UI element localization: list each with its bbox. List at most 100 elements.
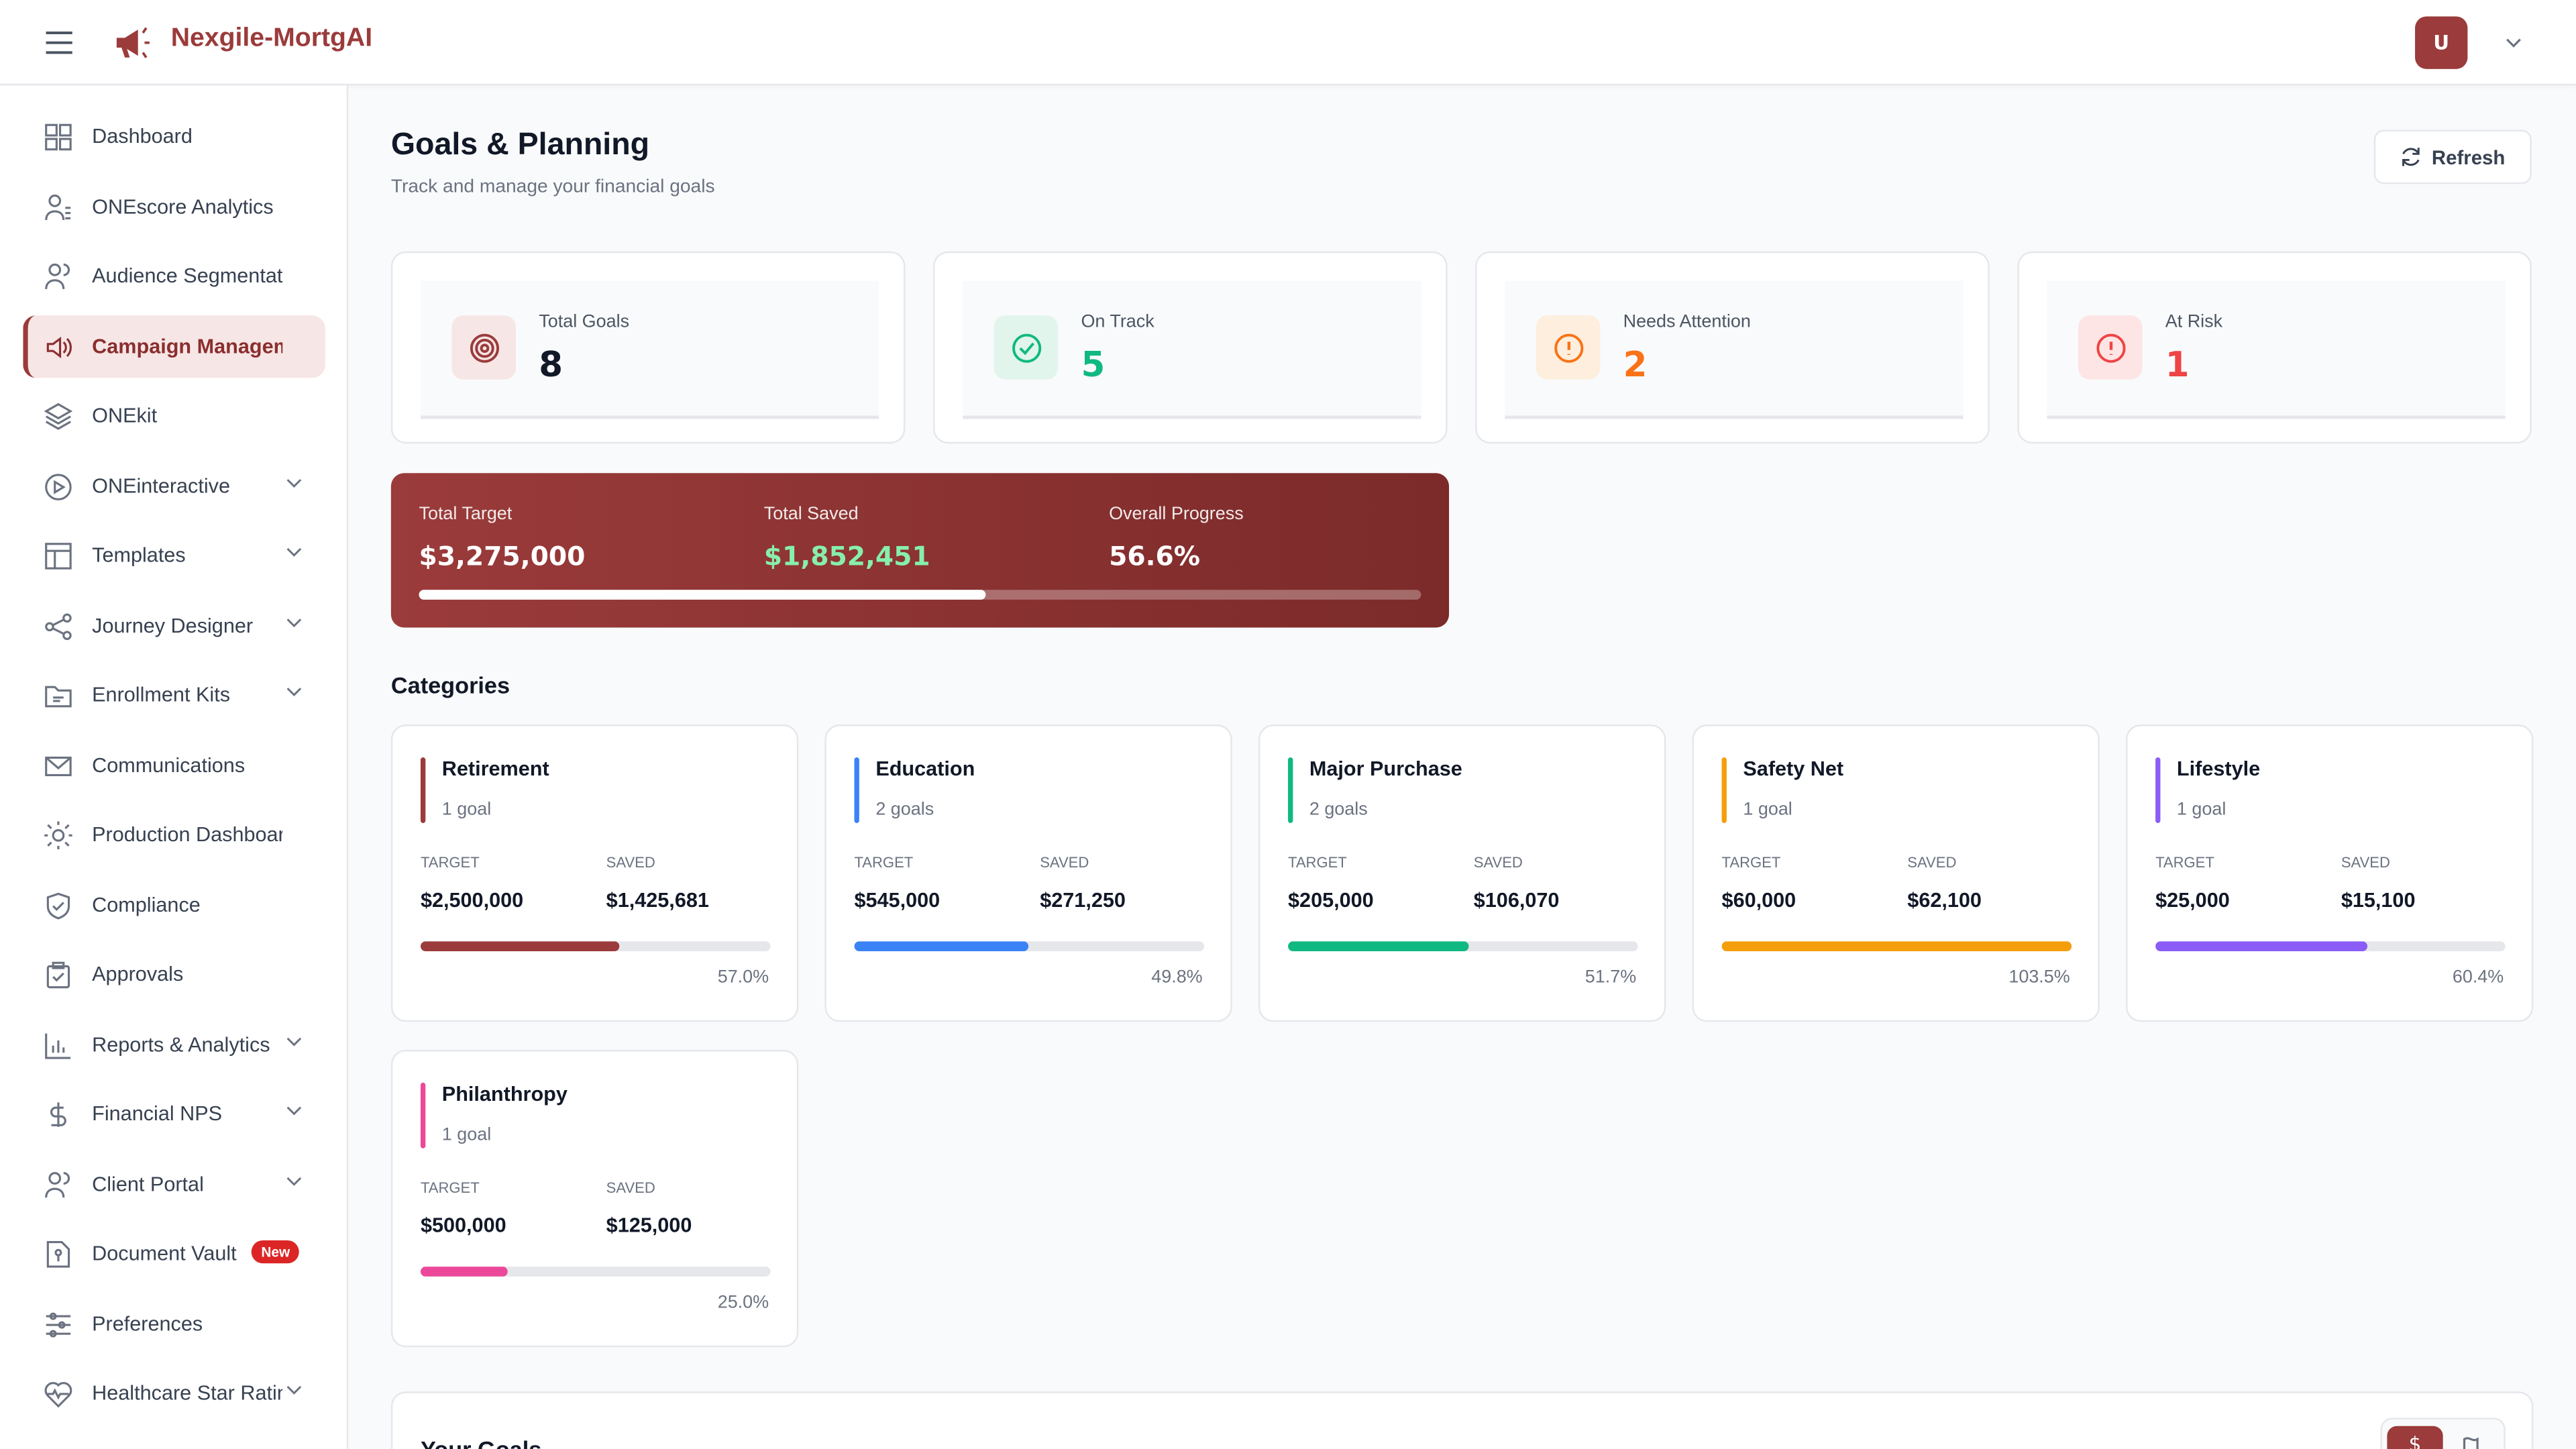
category-card-lifestyle[interactable]: Lifestyle 1 goal TARGET SAVED $25,000 $15,100… [2126, 724, 2534, 1022]
sidebar-item-label: Healthcare Star Ratings [92, 1381, 282, 1405]
mail-icon [45, 755, 72, 775]
stat-value: 1 [2165, 345, 2190, 385]
stat-icon-box [1536, 315, 1601, 380]
category-progress-fill [420, 941, 621, 951]
category-goal-count: 1 goal [441, 1125, 492, 1145]
stat-icon-box [2078, 315, 2143, 380]
flag-icon[interactable] [2461, 1436, 2481, 1449]
sidebar-item-document-vault[interactable]: Document Vault New [23, 1222, 325, 1285]
sidebar-item-preferences[interactable]: Preferences [23, 1292, 325, 1354]
chevron-down-icon[interactable] [286, 685, 302, 698]
category-progress-bar [854, 941, 1205, 951]
category-goal-count: 1 goal [1743, 800, 1792, 820]
app-title[interactable]: Nexgile-MortgAI [170, 24, 373, 53]
folder-icon [45, 686, 72, 708]
sidebar-item-healthcare-star-ratings[interactable]: Healthcare Star Ratings [23, 1362, 325, 1424]
saved-label: SAVED [1040, 854, 1089, 871]
grid-icon [45, 123, 72, 151]
sidebar-item-enrollment-kits[interactable]: Enrollment Kits [23, 663, 325, 726]
chevron-down-icon[interactable] [286, 1034, 302, 1048]
chevron-down-icon[interactable] [286, 615, 302, 629]
target-label: TARGET [420, 854, 480, 871]
category-color-bar [1288, 757, 1293, 823]
category-progress-bar [420, 1267, 771, 1277]
target-value: $25,000 [2155, 888, 2230, 912]
category-progress-bar [420, 941, 771, 951]
saved-label: SAVED [606, 1179, 655, 1196]
sidebar-item-reports-analytics[interactable]: Reports & Analytics [23, 1013, 325, 1075]
sidebar-item-dashboard[interactable]: Dashboard [23, 105, 325, 168]
category-progress-fill [1721, 941, 2072, 951]
sidebar-item-onescore-analytics[interactable]: ONEscore Analytics [23, 175, 325, 237]
user-avatar[interactable]: U [2415, 16, 2468, 69]
file-lock-icon [46, 1241, 70, 1268]
category-progress-fill [2155, 941, 2367, 951]
category-card-major-purchase[interactable]: Major Purchase 2 goals TARGET SAVED $205,000… [1258, 724, 1666, 1022]
chevron-down-icon[interactable] [286, 1383, 302, 1397]
sidebar-item-compliance[interactable]: Compliance [23, 873, 325, 936]
chevron-down-icon[interactable] [2506, 36, 2522, 50]
your-goals-panel: Your Goals $ [390, 1391, 2534, 1449]
sidebar-item-communications[interactable]: Communications [23, 733, 325, 796]
stat-label: On Track [1081, 312, 1155, 332]
target-label: TARGET [1288, 854, 1347, 871]
stat-label: At Risk [2165, 312, 2223, 332]
alert-circle-icon [1554, 333, 1583, 362]
sidebar-item-oneinteractive[interactable]: ONEinteractive [23, 454, 325, 517]
category-card-safety-net[interactable]: Safety Net 1 goal TARGET SAVED $60,000 $62,10… [1692, 724, 2100, 1022]
speaker-icon [46, 335, 72, 358]
stat-value: 5 [1081, 345, 1106, 385]
sidebar-item-journey-designer[interactable]: Journey Designer [23, 594, 325, 656]
category-name: Safety Net [1743, 757, 1844, 781]
bar-chart-icon [45, 1032, 71, 1059]
category-progress-bar [2155, 941, 2506, 951]
category-progress-fill [854, 941, 1029, 951]
category-card-education[interactable]: Education 2 goals TARGET SAVED $545,000 $271,… [824, 724, 1232, 1022]
sidebar-item-production-dashboard[interactable]: Production Dashboard [23, 804, 325, 866]
category-color-bar [2155, 757, 2161, 823]
alert-circle-icon [2096, 333, 2125, 362]
category-progress-bar [1288, 941, 1638, 951]
chevron-down-icon[interactable] [286, 476, 302, 489]
sidebar-item-campaign-management[interactable]: Campaign Management [23, 314, 325, 378]
summary-banner: Total Target $3,275,000 Total Saved $1,8… [390, 473, 1450, 628]
saved-value: $62,100 [1907, 888, 1982, 912]
sidebar-item-label: Journey Designer [92, 613, 254, 637]
dollar-icon: $ [2408, 1432, 2422, 1449]
sidebar-item-audience-segmentation[interactable]: Audience Segmentation [23, 245, 325, 307]
sidebar-item-templates[interactable]: Templates [23, 524, 325, 586]
overall-progress-bar [419, 590, 1421, 600]
megaphone-logo-icon [116, 27, 150, 58]
sidebar-item-client-portal[interactable]: Client Portal [23, 1152, 325, 1215]
sidebar-item-approvals[interactable]: Approvals [23, 943, 325, 1006]
saved-value: $271,250 [1040, 888, 1126, 912]
category-card-philanthropy[interactable]: Philanthropy 1 goal TARGET SAVED $500,000 $12… [390, 1049, 799, 1348]
sidebar-item-label: Enrollment Kits [92, 683, 231, 707]
chevron-down-icon[interactable] [286, 1104, 302, 1118]
refresh-button[interactable]: Refresh [2373, 129, 2532, 184]
chevron-down-icon[interactable] [286, 1174, 302, 1187]
hamburger-menu-icon[interactable] [44, 30, 74, 56]
sidebar-item-onekit[interactable]: ONEkit [23, 384, 325, 447]
your-goals-heading: Your Goals [421, 1436, 541, 1449]
stat-card-total-goals: Total Goals 8 [390, 251, 906, 444]
user-list-icon [45, 193, 71, 219]
sidebar-item-label: Dashboard [92, 125, 193, 148]
chevron-down-icon[interactable] [286, 545, 302, 559]
check-circle-icon [1011, 333, 1040, 362]
target-value: $205,000 [1288, 888, 1374, 912]
category-card-retirement[interactable]: Retirement 1 goal TARGET SAVED $2,500,000 $1,… [390, 724, 799, 1022]
shield-icon [46, 892, 70, 919]
sidebar-item-label: ONEkit [92, 404, 158, 427]
sidebar-item-label: Campaign Management [92, 334, 282, 358]
sidebar-item-label: ONEscore Analytics [92, 195, 274, 218]
saved-value: $15,100 [2341, 888, 2416, 912]
sidebar-item-label: ONEinteractive [92, 474, 231, 497]
sidebar-item-financial-nps[interactable]: Financial NPS [23, 1083, 325, 1145]
page-subtitle: Track and manage your financial goals [390, 177, 715, 197]
sidebar-item-label: Client Portal [92, 1172, 204, 1195]
overall-progress-label: Overall Progress [1109, 504, 1244, 525]
saved-value: $125,000 [606, 1214, 692, 1238]
target-label: TARGET [854, 854, 914, 871]
dollar-view-button[interactable]: $ [2387, 1426, 2443, 1449]
